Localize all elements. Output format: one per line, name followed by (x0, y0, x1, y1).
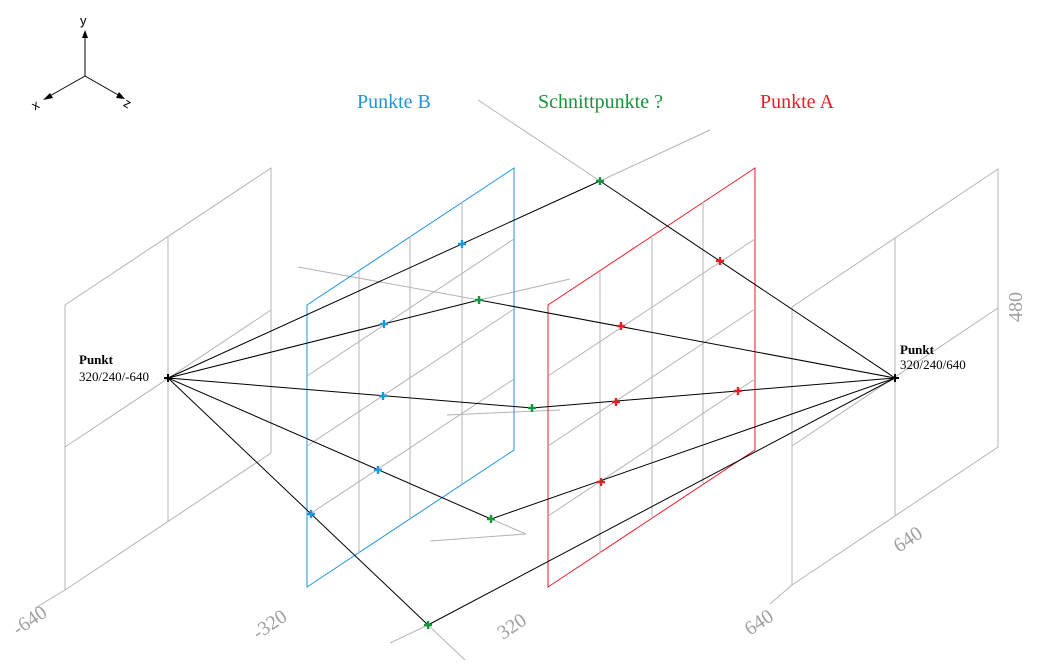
plane-a-grid-h2 (547, 308, 756, 447)
x-axis-arrow (43, 93, 53, 100)
markers-intersection (424, 177, 604, 629)
point-a-3 (612, 398, 620, 406)
frame-z-neg640 (64, 167, 272, 591)
construction-line-center (446, 409, 561, 416)
ray-source-lower (167, 377, 492, 520)
plane-b-grid-h3 (306, 378, 515, 517)
projection-rays (167, 180, 896, 626)
ray-source-upper (167, 299, 480, 379)
intersection-2 (475, 296, 483, 304)
ray-source-top (167, 180, 601, 379)
markers-endpoints (164, 374, 899, 382)
ray-target-center (531, 377, 896, 409)
target-point-coords: 320/240/640 (900, 357, 966, 372)
ground-line-right (769, 584, 793, 605)
construction-line-bottom (389, 624, 429, 644)
legend-points-b: Punkte B (357, 91, 431, 113)
point-a-5 (597, 478, 605, 486)
point-a-2 (617, 322, 625, 330)
scale-label-z-neg320: -320 (248, 605, 291, 644)
construction-line-top (477, 99, 601, 182)
scale-label-y-480: 480 (1005, 292, 1027, 322)
plane-a-grid (547, 202, 756, 553)
point-b-4 (374, 466, 382, 474)
legend-intersections: Schnittpunkte ? (538, 91, 663, 113)
intersection-3 (528, 404, 536, 412)
plane-b-grid-h2 (306, 308, 515, 447)
ray-target-top (599, 180, 896, 379)
y-axis-label: y (80, 13, 87, 28)
ray-target-lower (490, 377, 896, 520)
construction-line-mid-left (297, 266, 480, 301)
construction-line-bottom-b (427, 624, 466, 661)
frame-z-640 (791, 168, 999, 586)
construction-line-lower (429, 533, 527, 542)
legend-points-a: Punkte A (760, 91, 834, 113)
intersection-4 (487, 515, 495, 523)
plane-b-grid (306, 202, 515, 553)
axes-gizmo (43, 30, 125, 100)
point-b-5 (307, 510, 315, 518)
construction-line-top-right (599, 129, 711, 182)
point-a-1 (716, 257, 724, 265)
y-axis-arrow (82, 30, 88, 38)
z-axis-line (84, 75, 121, 97)
scale-label-x-640: 640 (889, 522, 926, 557)
plane-b (306, 167, 515, 588)
scale-label-z-neg640: -640 (8, 601, 51, 640)
source-point-marker (164, 374, 172, 382)
x-axis-label: x (29, 97, 43, 113)
construction-line-lower-b (490, 518, 527, 535)
scale-label-z-320: 320 (493, 609, 530, 644)
ray-target-upper (478, 299, 896, 379)
point-b-1 (458, 240, 466, 248)
source-point-title: Punkt (79, 352, 114, 367)
plane-a-grid-h3 (547, 378, 756, 517)
plane-b-frame (306, 167, 515, 588)
source-point-coords: 320/240/-640 (79, 369, 149, 384)
scale-label-z-640: 640 (740, 605, 777, 640)
ray-target-bottom (427, 377, 896, 626)
point-b-2 (380, 320, 388, 328)
intersection-5 (424, 621, 432, 629)
plane-b-grid-h1 (306, 238, 515, 377)
intersection-1 (596, 177, 604, 185)
plane-a (547, 167, 756, 588)
construction-line-mid-right (478, 278, 571, 301)
target-point-title: Punkt (900, 342, 935, 357)
point-a-4 (734, 387, 742, 395)
ray-source-bottom (167, 377, 429, 626)
ray-source-center (167, 377, 533, 409)
ground-line-left (34, 589, 66, 609)
x-axis-line (47, 75, 86, 98)
markers-b (307, 240, 466, 518)
point-b-3 (379, 392, 387, 400)
target-point-marker (891, 374, 899, 382)
markers-a (597, 257, 742, 486)
grid-lines (34, 99, 999, 661)
plane-a-frame (547, 167, 756, 588)
z-axis-arrow (116, 92, 125, 99)
